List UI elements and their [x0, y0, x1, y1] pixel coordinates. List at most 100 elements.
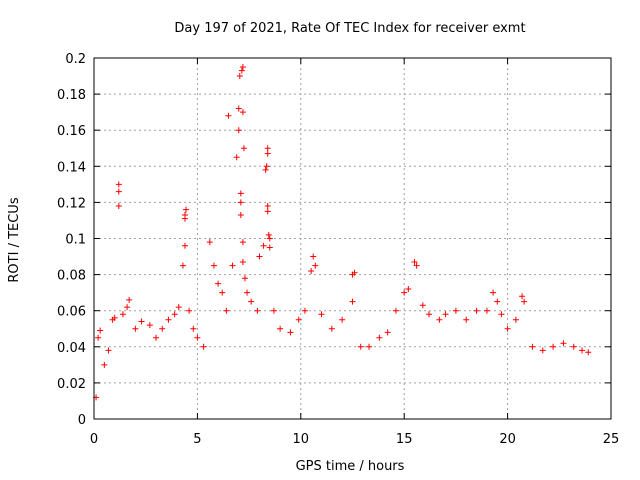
data-point	[238, 67, 245, 74]
data-point	[384, 329, 391, 336]
data-point	[260, 242, 267, 249]
data-point	[550, 343, 557, 350]
data-point	[264, 203, 271, 210]
data-point	[442, 311, 449, 318]
data-point	[225, 112, 232, 119]
data-point	[413, 262, 420, 269]
data-point	[349, 298, 356, 305]
data-point	[101, 361, 108, 368]
data-point	[473, 307, 480, 314]
data-point	[310, 253, 317, 260]
data-point	[153, 334, 160, 341]
data-point	[312, 262, 319, 269]
x-tick-label: 5	[193, 432, 201, 447]
data-point	[244, 289, 251, 296]
data-point	[181, 212, 188, 219]
plot-frame	[93, 57, 612, 420]
data-point	[351, 269, 358, 276]
data-point	[301, 307, 308, 314]
data-point	[124, 304, 131, 311]
data-point	[223, 307, 230, 314]
data-point	[239, 64, 246, 71]
y-tick-label: 0.16	[57, 124, 86, 139]
data-point	[452, 307, 459, 314]
data-point	[483, 307, 490, 314]
x-tick-label: 10	[293, 432, 310, 447]
x-tick-label: 20	[499, 432, 516, 447]
data-point	[97, 327, 104, 334]
data-point	[295, 316, 302, 323]
data-point	[579, 347, 586, 354]
data-point	[126, 296, 133, 303]
data-point	[146, 322, 153, 329]
data-point	[105, 347, 112, 354]
data-point	[241, 275, 248, 282]
data-point	[411, 258, 418, 265]
data-point	[270, 307, 277, 314]
y-tick-label: 0.08	[57, 269, 86, 284]
data-point	[237, 212, 244, 219]
data-point	[308, 267, 315, 274]
data-point	[436, 316, 443, 323]
data-point	[463, 316, 470, 323]
data-point	[95, 334, 102, 341]
data-point	[235, 105, 242, 112]
chart-title: Day 197 of 2021, Rate Of TEC Index for r…	[174, 21, 525, 36]
data-point	[426, 311, 433, 318]
data-point	[240, 145, 247, 152]
data-point	[318, 311, 325, 318]
data-point	[115, 203, 122, 210]
data-point	[339, 316, 346, 323]
data-point	[239, 109, 246, 116]
data-point	[239, 258, 246, 265]
x-tick-label: 25	[603, 432, 620, 447]
data-point	[236, 73, 243, 80]
data-point	[264, 208, 271, 215]
y-tick-label: 0.12	[57, 196, 86, 211]
data-point	[264, 145, 271, 152]
data-point	[206, 239, 213, 246]
data-point	[186, 307, 193, 314]
data-points	[93, 64, 592, 401]
grid-lines	[94, 58, 611, 419]
data-point	[419, 302, 426, 309]
data-point	[266, 244, 273, 251]
data-point	[190, 325, 197, 332]
data-point	[529, 343, 536, 350]
data-point	[287, 329, 294, 336]
data-point	[219, 289, 226, 296]
data-point	[138, 318, 145, 325]
y-tick-label: 0.2	[65, 52, 86, 67]
data-point	[265, 231, 272, 238]
y-tick-label: 0.04	[57, 341, 86, 356]
data-point	[171, 311, 178, 318]
data-point	[229, 262, 236, 269]
data-point	[237, 190, 244, 197]
y-tick-label: 0.1	[65, 233, 86, 248]
data-point	[366, 343, 373, 350]
data-point	[194, 334, 201, 341]
data-point	[119, 311, 126, 318]
data-point	[179, 262, 186, 269]
axis-ticks: 0 0.02 0.04 0.06 0.08 0.1 0.12 0.14 0.16 0.18 0.2 0…	[57, 52, 619, 447]
data-point	[560, 340, 567, 347]
data-point	[504, 325, 511, 332]
x-tick-label: 0	[90, 432, 98, 447]
data-point	[266, 235, 273, 242]
data-point	[490, 289, 497, 296]
data-point	[233, 154, 240, 161]
y-tick-label: 0.18	[57, 88, 86, 103]
data-point	[200, 343, 207, 350]
data-point	[115, 181, 122, 188]
data-point	[405, 286, 412, 293]
data-point	[210, 262, 217, 269]
y-tick-label: 0	[78, 413, 86, 428]
data-point	[175, 304, 182, 311]
data-point	[263, 163, 270, 170]
x-axis-label: GPS time / hours	[296, 459, 405, 474]
data-point	[277, 325, 284, 332]
data-point	[376, 334, 383, 341]
data-point	[248, 298, 255, 305]
data-point	[132, 325, 139, 332]
